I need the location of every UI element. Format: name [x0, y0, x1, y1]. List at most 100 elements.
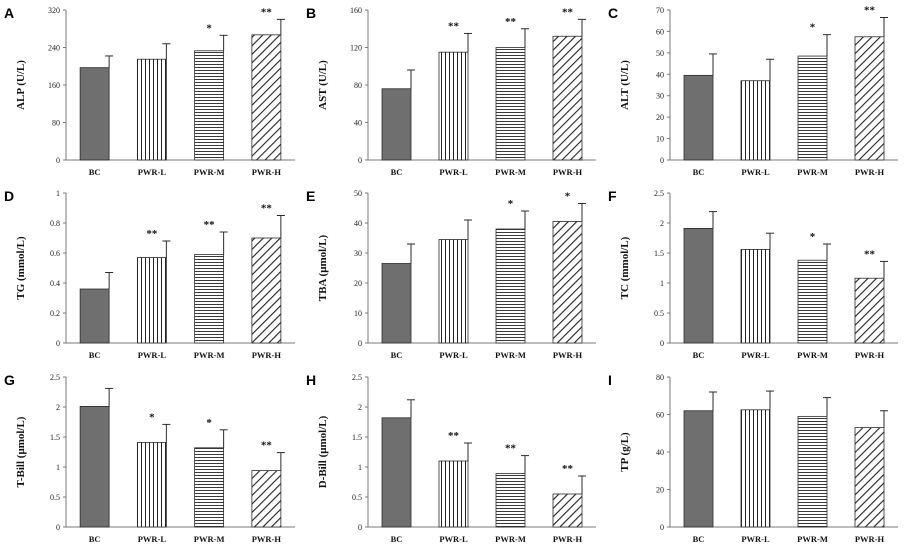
- y-tick-label: 2: [56, 403, 60, 412]
- y-tick-label: 1: [56, 189, 60, 198]
- significance-marker: *: [565, 191, 571, 203]
- bar-pwr-m: [797, 259, 828, 344]
- x-tick-label: PWR-H: [553, 167, 583, 177]
- significance-marker: **: [261, 203, 273, 215]
- panel-letter: A: [4, 5, 14, 21]
- y-axis-label: TBA (μmol/L): [317, 234, 329, 301]
- bar-pwr-l: [438, 460, 469, 528]
- y-tick-label: 120: [350, 44, 362, 53]
- x-tick-label: BC: [693, 167, 705, 177]
- significance-marker: *: [810, 22, 816, 34]
- bar-pwr-h: [854, 427, 885, 528]
- y-tick-label: 0: [56, 339, 60, 348]
- y-tick-label: 40: [354, 119, 362, 128]
- x-tick-label: PWR-M: [194, 534, 225, 544]
- chart-panel-b: B 0 40 80 120 160 AST (U/L) BC ** PWR-L ** PWR-M ** P…: [306, 5, 596, 177]
- y-tick-label: 2.5: [654, 189, 664, 198]
- x-tick-label: PWR-M: [495, 350, 526, 360]
- significance-marker: **: [505, 16, 517, 28]
- x-tick-label: BC: [391, 534, 403, 544]
- x-tick-label: PWR-M: [797, 350, 828, 360]
- y-tick-label: 50: [354, 189, 362, 198]
- y-tick-label: 80: [656, 373, 664, 382]
- bar-pwr-m: [495, 47, 526, 161]
- bar-bc: [381, 263, 412, 344]
- x-tick-label: PWR-H: [252, 534, 282, 544]
- y-tick-label: 1: [358, 463, 362, 472]
- y-axis-label: AST (U/L): [317, 60, 329, 110]
- bar-pwr-h: [251, 237, 282, 344]
- bar-bc: [683, 74, 714, 161]
- x-tick-label: PWR-M: [797, 534, 828, 544]
- significance-marker: **: [261, 6, 273, 18]
- chart-panel-g: G 0 0.5 1 1.5 2 2.5 T-Bill (μmol/L) BC * PWR-L * PWR…: [4, 372, 295, 544]
- y-tick-label: 0.2: [50, 309, 60, 318]
- bar-pwr-m: [495, 473, 526, 528]
- bar-pwr-h: [854, 36, 885, 161]
- significance-marker: *: [508, 198, 514, 210]
- y-tick-label: 20: [656, 113, 664, 122]
- significance-marker: **: [505, 443, 517, 455]
- bar-pwr-m: [797, 415, 828, 528]
- y-tick-label: 2.5: [50, 373, 60, 382]
- significance-marker: **: [864, 5, 876, 17]
- significance-marker: **: [864, 248, 876, 260]
- panel-letter: D: [4, 188, 14, 204]
- bar-pwr-l: [740, 409, 771, 528]
- x-tick-label: PWR-M: [495, 534, 526, 544]
- x-tick-label: BC: [391, 167, 403, 177]
- chart-panel-h: H 0 0.5 1 1.5 2 2.5 D-Bill (μmol/L) BC ** PWR-L ** P…: [306, 372, 596, 544]
- y-tick-label: 80: [354, 81, 362, 90]
- panel-letter: E: [306, 188, 315, 204]
- chart-panel-d: D 0 0.2 0.4 0.6 0.8 1 TG (mmol/L) BC ** PWR-L ** PWR…: [4, 188, 295, 360]
- x-tick-label: BC: [693, 350, 705, 360]
- significance-marker: **: [261, 440, 273, 452]
- bar-pwr-l: [438, 239, 469, 344]
- y-tick-label: 10: [354, 309, 362, 318]
- significance-marker: **: [448, 430, 460, 442]
- panel-letter: G: [4, 372, 15, 388]
- x-tick-label: PWR-M: [194, 350, 225, 360]
- y-tick-label: 0.5: [352, 493, 362, 502]
- x-tick-label: PWR-M: [797, 167, 828, 177]
- bar-pwr-h: [854, 277, 885, 344]
- bar-pwr-h: [552, 493, 583, 528]
- bar-pwr-h: [251, 470, 282, 528]
- y-axis-label: T-Bill (μmol/L): [15, 416, 27, 487]
- x-tick-label: PWR-H: [553, 350, 583, 360]
- y-tick-label: 0: [358, 339, 362, 348]
- y-tick-label: 160: [48, 81, 60, 90]
- significance-marker: **: [146, 228, 158, 240]
- bar-pwr-m: [194, 447, 225, 528]
- x-tick-label: PWR-H: [855, 167, 885, 177]
- x-tick-label: PWR-H: [855, 534, 885, 544]
- y-axis-label: TC (mmol/L): [619, 236, 631, 299]
- y-tick-label: 1.5: [50, 433, 60, 442]
- bar-pwr-h: [552, 35, 583, 161]
- bar-pwr-l: [136, 58, 167, 161]
- significance-marker: **: [562, 6, 574, 18]
- panel-letter: I: [608, 372, 612, 388]
- x-tick-label: BC: [89, 534, 101, 544]
- y-tick-label: 20: [656, 486, 664, 495]
- bar-bc: [79, 288, 110, 344]
- x-tick-label: BC: [89, 167, 101, 177]
- significance-marker: *: [206, 22, 212, 34]
- x-tick-label: PWR-L: [741, 534, 770, 544]
- bar-bc: [381, 88, 412, 161]
- y-tick-label: 1.5: [654, 249, 664, 258]
- x-tick-label: PWR-L: [138, 167, 167, 177]
- y-tick-label: 0: [660, 523, 664, 532]
- y-tick-label: 2.5: [352, 373, 362, 382]
- bar-pwr-m: [194, 254, 225, 344]
- y-tick-label: 80: [52, 119, 60, 128]
- x-tick-label: PWR-L: [741, 167, 770, 177]
- y-tick-label: 1: [660, 279, 664, 288]
- bar-pwr-h: [552, 221, 583, 344]
- y-tick-label: 40: [656, 70, 664, 79]
- significance-marker: **: [448, 20, 460, 32]
- x-tick-label: PWR-M: [194, 167, 225, 177]
- y-tick-label: 30: [656, 92, 664, 101]
- x-tick-label: PWR-L: [138, 350, 167, 360]
- y-tick-label: 0: [660, 339, 664, 348]
